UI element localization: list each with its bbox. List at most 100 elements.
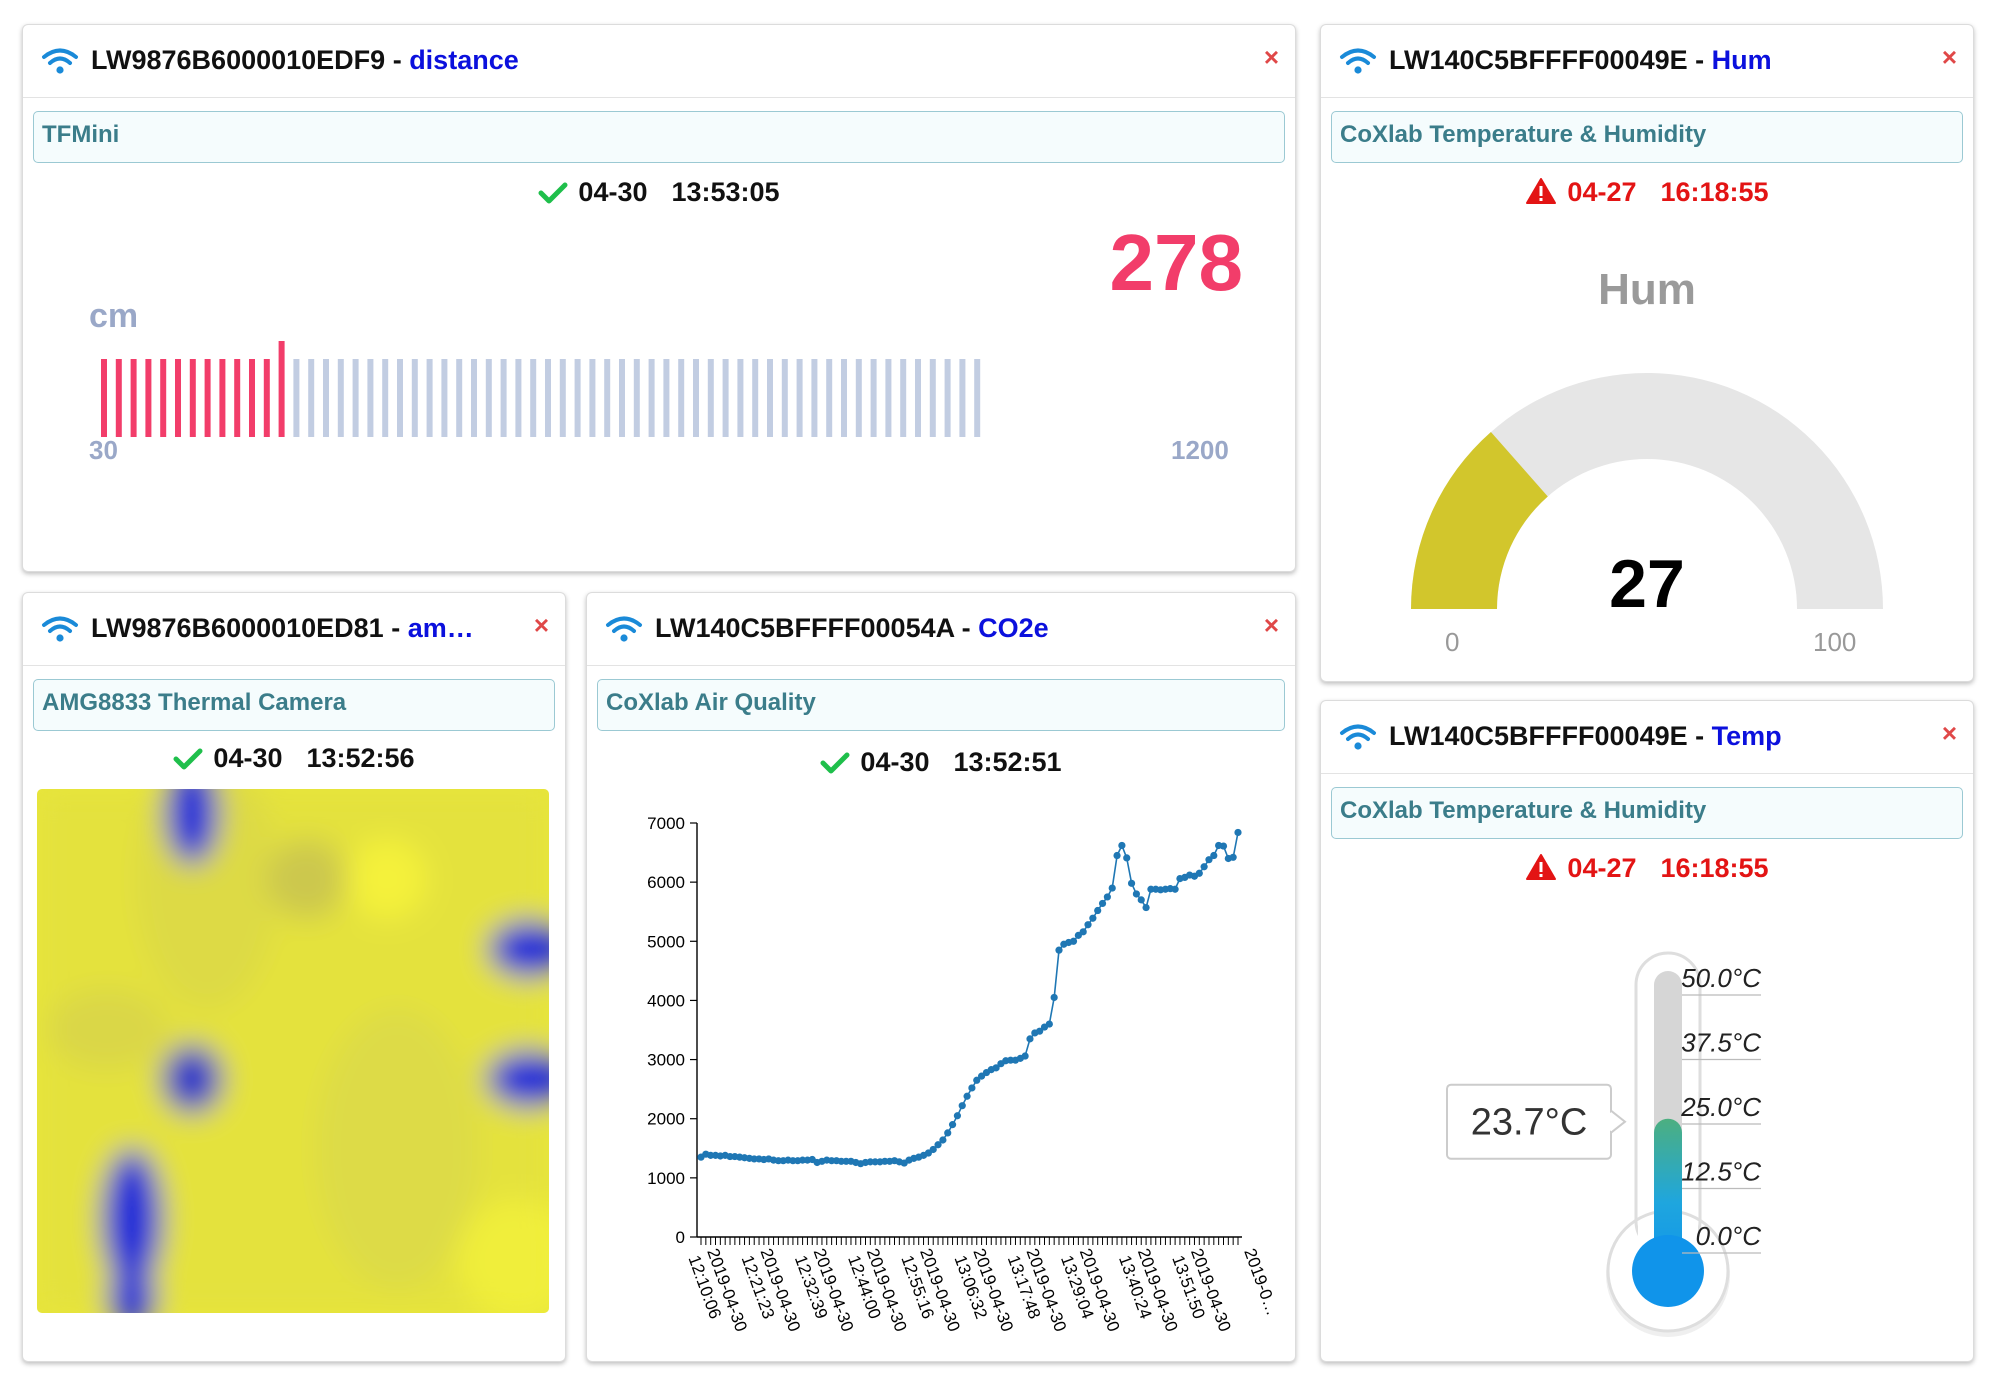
level-bar	[663, 359, 670, 437]
close-icon[interactable]: ×	[1263, 42, 1279, 72]
data-point	[1234, 828, 1242, 837]
panel-header: LW9876B6000010ED81 - am… ×	[23, 593, 565, 666]
scale-label: 50.0°C	[1681, 963, 1761, 993]
close-icon[interactable]: ×	[533, 610, 549, 640]
gauge-max: 100	[1813, 627, 1857, 657]
gauge-track	[1411, 373, 1883, 609]
check-icon	[820, 752, 850, 774]
level-bar	[737, 359, 744, 437]
warning-icon	[1526, 178, 1557, 204]
level-bar	[648, 359, 655, 437]
data-point	[1137, 896, 1145, 904]
metric-name[interactable]: distance	[409, 45, 519, 75]
close-icon[interactable]: ×	[1263, 610, 1279, 640]
check-icon	[173, 748, 203, 770]
device-id: LW140C5BFFFF00054A	[655, 613, 955, 643]
status-line: 04-30 13:53:05	[23, 177, 1295, 208]
device-description: CoXlab Temperature & Humidity	[1331, 111, 1963, 163]
scale-label: 25.0°C	[1680, 1092, 1761, 1122]
wifi-icon	[42, 616, 78, 642]
level-bar	[915, 359, 921, 437]
level-bar	[337, 359, 344, 437]
data-point	[1036, 1027, 1044, 1035]
y-tick-label: 7000	[647, 814, 685, 833]
data-point	[934, 1141, 942, 1149]
level-bar	[870, 359, 877, 437]
data-point	[963, 1092, 971, 1100]
level-bar-meter	[101, 341, 981, 437]
level-bar	[722, 359, 729, 437]
data-point	[1045, 1020, 1053, 1028]
level-bar	[308, 359, 315, 437]
device-description: AMG8833 Thermal Camera	[33, 679, 555, 731]
level-bar	[530, 359, 537, 437]
status-line: 04-27 16:18:55	[1321, 853, 1973, 884]
level-bar	[515, 359, 522, 437]
level-bar	[101, 359, 107, 437]
level-bar	[559, 359, 566, 437]
panel-title: LW140C5BFFFF00049E - Temp	[1389, 721, 1782, 752]
level-bar	[633, 359, 640, 437]
readout-pointer-mask	[1608, 1112, 1612, 1131]
data-point	[1026, 1035, 1034, 1043]
level-bar	[693, 359, 699, 437]
close-icon[interactable]: ×	[1941, 718, 1957, 748]
co2e-line-chart: 010002000300040005000600070002019-04-301…	[647, 814, 1282, 1334]
panel-temperature: LW140C5BFFFF00049E - Temp × CoXlab Tempe…	[1320, 700, 1974, 1362]
close-icon[interactable]: ×	[1941, 42, 1957, 72]
data-point	[948, 1121, 957, 1129]
level-bar	[855, 359, 862, 437]
level-bar	[959, 359, 966, 437]
level-bar	[619, 359, 625, 437]
level-bar	[589, 359, 596, 437]
metric-name[interactable]: am…	[407, 613, 474, 643]
status-time: 16:18:55	[1660, 853, 1769, 883]
range-min: 30	[89, 435, 118, 465]
range-max: 1200	[1171, 435, 1229, 465]
thermometer-gauge: 50.0°C 37.5°C 25.0°C 12.5°C 0.0°C 23.7°C	[1446, 951, 1761, 1337]
status-line: 04-27 16:18:55	[1321, 177, 1973, 208]
level-bar	[767, 359, 773, 437]
metric-name[interactable]: CO2e	[978, 613, 1049, 643]
device-id: LW140C5BFFFF00049E	[1389, 45, 1688, 75]
metric-name[interactable]: Temp	[1711, 721, 1782, 751]
panel-distance: LW9876B6000010EDF9 - distance × TFMini 0…	[22, 24, 1296, 572]
status-date: 04-27	[1567, 177, 1637, 207]
level-bar	[678, 359, 685, 437]
data-point	[1113, 851, 1121, 860]
mercury-bulb	[1632, 1235, 1704, 1307]
data-point	[1021, 1052, 1029, 1060]
level-bar	[219, 359, 226, 437]
level-bar	[234, 359, 241, 437]
level-bar	[160, 359, 167, 437]
gauge-title: Hum	[1598, 265, 1696, 314]
data-point	[1118, 841, 1126, 850]
device-description: CoXlab Air Quality	[597, 679, 1285, 731]
data-point	[1108, 884, 1116, 892]
data-point	[1123, 854, 1131, 862]
level-bar	[441, 359, 448, 437]
temperature-readout: 23.7°C	[1471, 1102, 1588, 1144]
status-time: 13:52:51	[953, 747, 1062, 777]
wifi-icon	[42, 48, 78, 74]
panel-header: LW140C5BFFFF00049E - Hum ×	[1321, 25, 1973, 98]
data-point	[1229, 853, 1237, 861]
data-point	[1089, 914, 1097, 922]
status-date: 04-30	[213, 743, 283, 773]
panel-co2e: LW140C5BFFFF00054A - CO2e × CoXlab Air Q…	[586, 592, 1296, 1362]
distance-unit: cm	[89, 297, 139, 335]
level-bar	[900, 359, 907, 437]
panel-header: LW140C5BFFFF00054A - CO2e ×	[587, 593, 1295, 666]
data-point	[1094, 906, 1102, 915]
status-time: 13:53:05	[671, 177, 780, 207]
data-point	[1127, 879, 1136, 887]
level-bar	[811, 359, 818, 437]
panel-header: LW9876B6000010EDF9 - distance ×	[23, 25, 1295, 98]
status-time: 13:52:56	[306, 743, 415, 773]
metric-name[interactable]: Hum	[1711, 45, 1772, 75]
level-bar	[781, 359, 788, 437]
data-point	[1205, 856, 1213, 864]
thermal-camera-image	[37, 789, 549, 1313]
panel-title: LW9876B6000010ED81 - am…	[91, 613, 505, 644]
level-bar	[175, 359, 181, 437]
